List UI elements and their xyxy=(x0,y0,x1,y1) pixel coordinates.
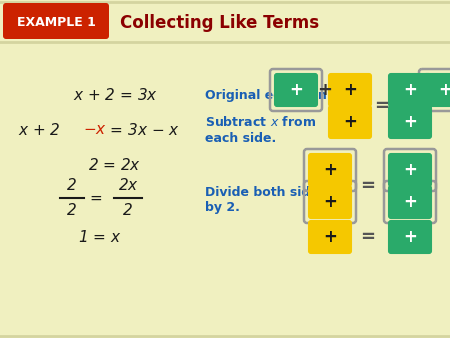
Text: 2: 2 xyxy=(67,203,77,218)
FancyBboxPatch shape xyxy=(389,186,431,218)
Text: $-x$: $-x$ xyxy=(83,122,107,138)
Text: 2: 2 xyxy=(123,203,133,218)
FancyBboxPatch shape xyxy=(389,154,431,186)
Text: +: + xyxy=(289,81,303,99)
Text: EXAMPLE 1: EXAMPLE 1 xyxy=(17,17,95,29)
Text: 1 = $x$: 1 = $x$ xyxy=(78,229,122,245)
Text: +: + xyxy=(323,228,337,246)
Text: +: + xyxy=(323,193,337,211)
Text: +: + xyxy=(403,113,417,131)
Text: 2$x$: 2$x$ xyxy=(117,177,139,193)
Text: =: = xyxy=(360,177,375,195)
Text: +: + xyxy=(403,81,417,99)
FancyBboxPatch shape xyxy=(389,74,431,106)
Text: =: = xyxy=(374,97,390,115)
Text: Divide both sides: Divide both sides xyxy=(205,186,326,198)
Text: each side.: each side. xyxy=(205,131,276,145)
Text: = 3$x$ $-$ $x$: = 3$x$ $-$ $x$ xyxy=(105,122,180,138)
Text: +: + xyxy=(318,81,333,99)
Text: Original equation: Original equation xyxy=(205,89,327,101)
Text: +: + xyxy=(403,228,417,246)
FancyBboxPatch shape xyxy=(329,74,371,106)
FancyBboxPatch shape xyxy=(389,106,431,138)
FancyBboxPatch shape xyxy=(329,106,371,138)
FancyBboxPatch shape xyxy=(309,186,351,218)
FancyBboxPatch shape xyxy=(309,221,351,253)
FancyBboxPatch shape xyxy=(309,154,351,186)
Text: 2: 2 xyxy=(67,178,77,193)
Text: +: + xyxy=(343,113,357,131)
Text: +: + xyxy=(323,161,337,179)
Text: 2 = 2$x$: 2 = 2$x$ xyxy=(89,157,141,173)
Text: =: = xyxy=(90,191,103,206)
Text: $x$ + 2 = 3$x$: $x$ + 2 = 3$x$ xyxy=(72,87,158,103)
Text: +: + xyxy=(403,161,417,179)
Text: +: + xyxy=(403,193,417,211)
FancyBboxPatch shape xyxy=(424,74,450,106)
FancyBboxPatch shape xyxy=(275,74,317,106)
Text: $x$ + 2: $x$ + 2 xyxy=(18,122,62,138)
Text: +: + xyxy=(438,81,450,99)
Text: Subtract $x$ from: Subtract $x$ from xyxy=(205,115,316,129)
Text: +: + xyxy=(343,81,357,99)
Text: =: = xyxy=(360,228,375,246)
Text: Collecting Like Terms: Collecting Like Terms xyxy=(120,14,319,32)
FancyBboxPatch shape xyxy=(389,221,431,253)
FancyBboxPatch shape xyxy=(3,3,109,39)
Text: by 2.: by 2. xyxy=(205,201,240,215)
